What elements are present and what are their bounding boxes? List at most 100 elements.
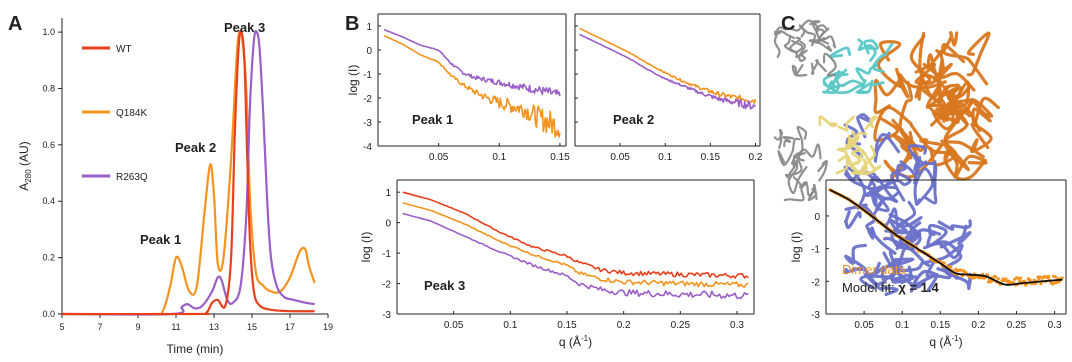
ribbon bbox=[783, 183, 807, 202]
ribbon bbox=[818, 115, 838, 128]
x-axis-title: q (Å-1) bbox=[929, 334, 962, 349]
domain-yellow bbox=[818, 115, 882, 176]
ribbon bbox=[873, 75, 904, 115]
data-point bbox=[1060, 276, 1064, 280]
ribbon bbox=[773, 129, 784, 150]
ribbon bbox=[939, 224, 972, 249]
data-point bbox=[1047, 274, 1051, 279]
ribbon bbox=[837, 154, 862, 175]
chi-value: χ = 1.4 bbox=[898, 280, 939, 295]
ribbon bbox=[846, 130, 868, 148]
y-tick-label: 0 bbox=[814, 212, 820, 223]
legend-dimer-data: Dimer data bbox=[842, 262, 906, 277]
x-tick-label: 5 bbox=[59, 322, 64, 332]
ribbon bbox=[922, 241, 964, 265]
x-tick-label: 11 bbox=[171, 322, 180, 332]
x-tick-label: 0.2 bbox=[617, 320, 631, 331]
ribbon bbox=[829, 46, 852, 58]
annotation-peak-1: Peak 1 bbox=[412, 112, 453, 127]
ribbon bbox=[933, 240, 963, 273]
ribbon bbox=[798, 40, 807, 63]
y-axis-title: A280 (AU) bbox=[17, 141, 33, 190]
x-tick-label: 15 bbox=[247, 322, 257, 332]
x-tick-label: 0.15 bbox=[550, 152, 570, 163]
x-tick-label: 0.3 bbox=[1048, 320, 1062, 331]
ribbon bbox=[833, 68, 849, 83]
annotation-peak-1: Peak 1 bbox=[140, 232, 181, 247]
annotation-peak-2: Peak 2 bbox=[175, 140, 216, 155]
y-tick-label: 0.8 bbox=[42, 83, 55, 93]
x-tick-label: 0.05 bbox=[610, 152, 630, 163]
ribbon bbox=[822, 52, 837, 77]
y-tick-label: -3 bbox=[811, 310, 820, 321]
y-tick-label: -1 bbox=[363, 70, 372, 81]
data-point bbox=[1053, 275, 1057, 279]
x-tick-label: 0.15 bbox=[931, 320, 951, 331]
ribbon bbox=[866, 245, 925, 280]
ribbon bbox=[855, 79, 885, 94]
x-tick-label: 0.15 bbox=[557, 320, 577, 331]
series-r263q bbox=[579, 33, 756, 110]
ribbon bbox=[935, 31, 959, 56]
series-r263q bbox=[402, 212, 749, 300]
y-axis-title: log (I) bbox=[789, 232, 803, 263]
ribbon bbox=[923, 49, 954, 86]
legend-model-fit: Model fit: χ = 1.4 bbox=[842, 280, 940, 295]
x-tick-label: 0.25 bbox=[671, 320, 691, 331]
data-point bbox=[1054, 281, 1058, 285]
series-q184k bbox=[579, 27, 757, 104]
series-wt bbox=[61, 29, 315, 316]
ribbon bbox=[783, 35, 804, 54]
ribbon bbox=[870, 180, 897, 206]
x-tick-label: 9 bbox=[135, 322, 140, 332]
x-tick-label: 0.3 bbox=[730, 320, 744, 331]
legend-label-r263q: R263Q bbox=[116, 172, 148, 183]
x-axis-title: q (Å-1) bbox=[559, 334, 592, 349]
y-tick-label: 0.0 bbox=[42, 309, 55, 319]
y-tick-label: -3 bbox=[382, 310, 391, 321]
y-tick-label: 1.0 bbox=[42, 27, 55, 37]
ribbon bbox=[773, 30, 796, 59]
series-wt bbox=[402, 191, 749, 279]
ribbon bbox=[792, 176, 815, 197]
data-point bbox=[942, 261, 946, 265]
x-tick-label: 0.05 bbox=[854, 320, 874, 331]
legend-label-q184k: Q184K bbox=[116, 108, 147, 119]
ribbon bbox=[809, 20, 830, 45]
ribbon bbox=[808, 39, 833, 52]
y-tick-label: -1 bbox=[811, 245, 820, 256]
ribbon bbox=[822, 76, 839, 94]
ribbon bbox=[798, 24, 817, 47]
ribbon bbox=[777, 137, 801, 167]
panel-b-peak3: 0.05 0.1 0.15 0.2 0.25 0.3 -3 -2 -1 0 1 log (I) Peak… bbox=[359, 179, 755, 349]
y-tick-label: -2 bbox=[363, 94, 372, 105]
x-tick-label: 0.1 bbox=[658, 152, 672, 163]
ribbon bbox=[913, 167, 935, 206]
x-tick-label: 0.15 bbox=[701, 152, 721, 163]
data-point bbox=[1039, 282, 1043, 286]
ribbon bbox=[859, 261, 885, 290]
ribbon bbox=[787, 159, 808, 195]
panel-a: A 5 7 9 11 13 15 17 19 0.0 0.2 0.4 0.6 0.8 1.0 Time (mi… bbox=[8, 13, 333, 356]
ribbon bbox=[857, 38, 877, 62]
data-point bbox=[949, 265, 953, 269]
ribbon bbox=[888, 257, 915, 282]
x-tick-label: 13 bbox=[209, 322, 219, 332]
ribbon bbox=[843, 165, 867, 210]
ribbon bbox=[831, 79, 865, 91]
x-tick-label: 0.05 bbox=[444, 320, 464, 331]
data-point bbox=[993, 275, 998, 279]
y-tick-label: -2 bbox=[811, 277, 820, 288]
ribbon bbox=[810, 59, 827, 76]
x-tick-label: 0.1 bbox=[895, 320, 909, 331]
panel-b-peak2: 0.05 0.1 0.15 0.2 Peak 2 bbox=[574, 13, 763, 163]
x-tick-label: 0.05 bbox=[429, 152, 449, 163]
x-tick-label: 0.2 bbox=[749, 152, 763, 163]
y-tick-label: -1 bbox=[382, 249, 391, 260]
ribbon bbox=[782, 135, 795, 147]
ribbon bbox=[876, 40, 903, 89]
x-tick-label: 0.1 bbox=[492, 152, 506, 163]
ribbon bbox=[864, 115, 878, 130]
ribbon bbox=[844, 203, 876, 236]
x-tick-label: 19 bbox=[323, 322, 333, 332]
